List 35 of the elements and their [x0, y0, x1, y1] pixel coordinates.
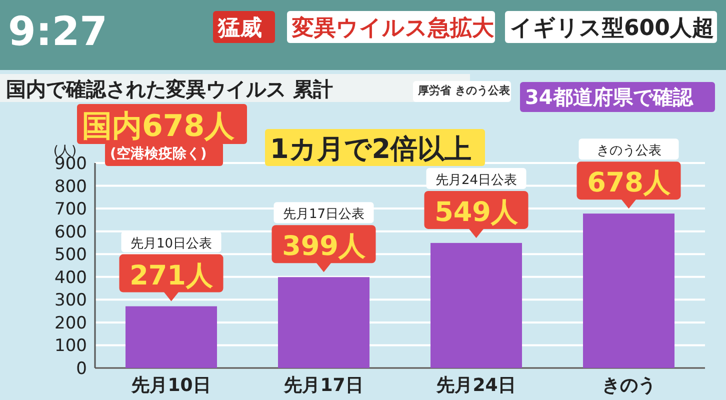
text: きのう公表 — [596, 144, 662, 159]
annotation: 先月17日公表 — [282, 207, 365, 222]
data-label: 678人 — [587, 168, 672, 199]
x-tick-label: 先月17日 — [283, 375, 364, 396]
y-tick-label: 600 — [54, 222, 87, 242]
bar — [126, 306, 217, 368]
chart-title: 国内で確認された変異ウイルス 累計 — [6, 77, 333, 101]
y-tick-label: 500 — [54, 245, 87, 266]
annotation: 先月24日公表 — [435, 172, 518, 188]
y-tick-label: 100 — [54, 336, 87, 356]
bar — [430, 242, 522, 368]
text: 猛威 — [217, 16, 262, 41]
text: 9:27 — [8, 9, 108, 55]
y-tick-label: 300 — [54, 290, 87, 311]
y-tick-label: 800 — [54, 176, 87, 197]
text: 34都道府県で確認 — [525, 85, 694, 109]
bar — [278, 277, 370, 368]
x-tick-label: きのう — [602, 375, 656, 396]
y-tick-label: 400 — [54, 268, 87, 288]
text: イギリス型600人超 — [510, 16, 714, 41]
annotation: 1カ月で2倍以上 — [270, 134, 472, 165]
y-tick-label: 700 — [54, 200, 87, 220]
data-label: 399人 — [282, 231, 366, 262]
y-tick-label: 200 — [54, 313, 87, 334]
text: 国内678人 — [82, 109, 236, 144]
text: 変異ウイルス急拡大 — [291, 15, 495, 41]
y-tick-label: 0 — [76, 359, 87, 379]
data-label: 271人 — [130, 260, 214, 292]
text: 厚労省 きのう公表 — [417, 84, 511, 97]
x-tick-label: 先月24日 — [436, 375, 516, 396]
text: (空港検疫除く) — [110, 145, 207, 162]
annotation: 先月10日公表 — [130, 236, 212, 252]
data-label: 549人 — [434, 196, 519, 228]
x-tick-label: 先月10日 — [130, 375, 211, 396]
bar — [583, 214, 674, 368]
